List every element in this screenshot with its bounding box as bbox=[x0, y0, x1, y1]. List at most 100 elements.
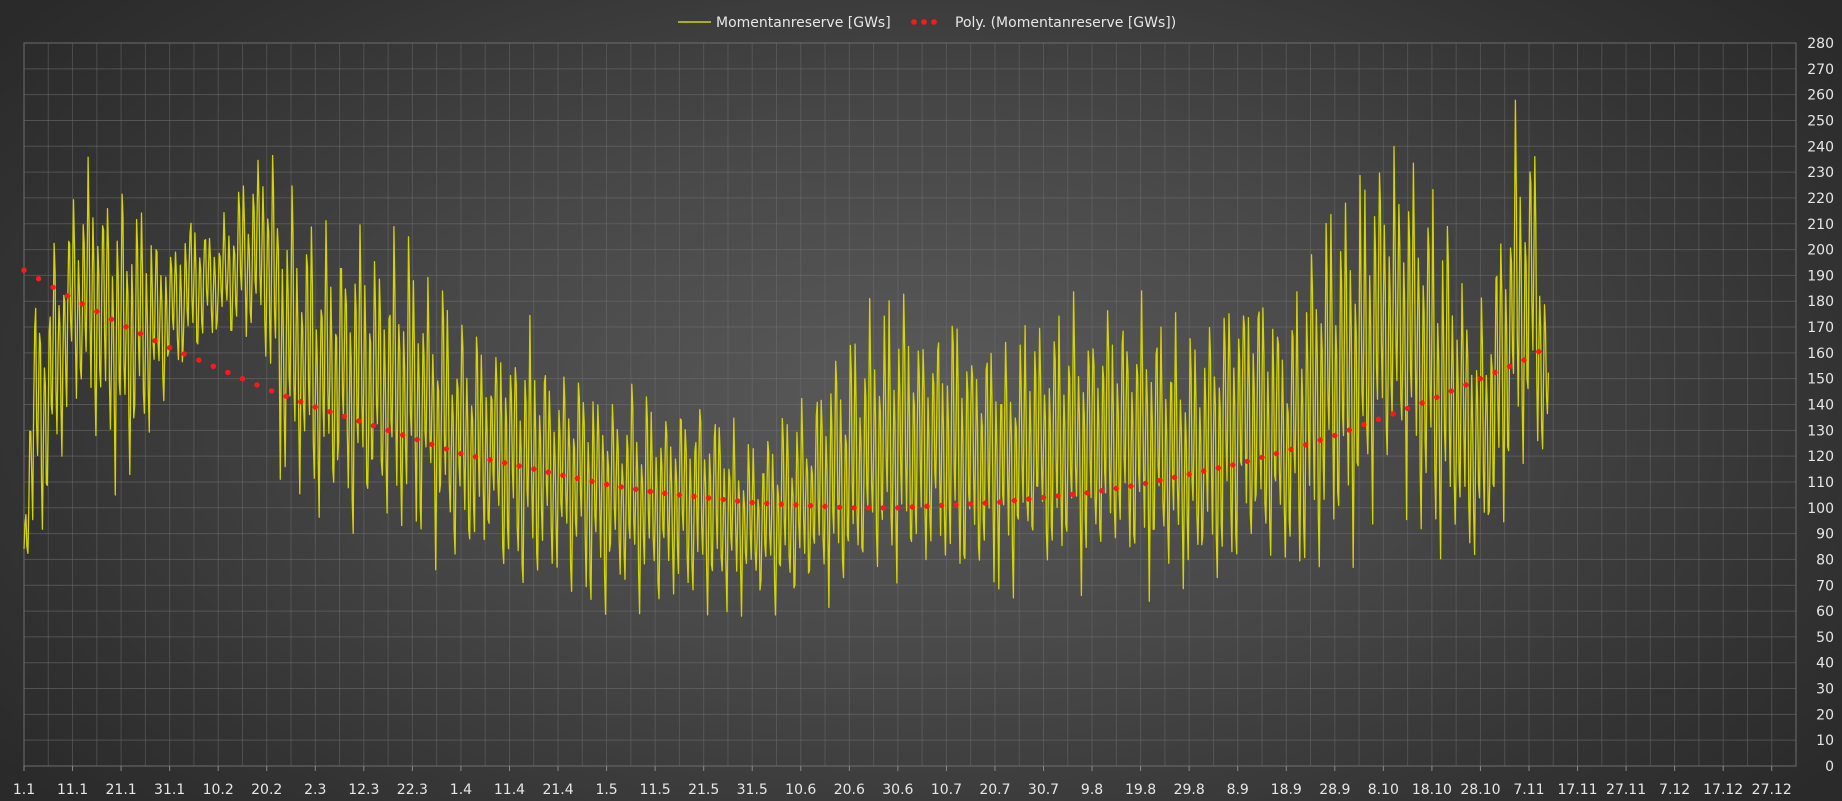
y-tick-label: 100 bbox=[1807, 501, 1834, 517]
trendline-point bbox=[633, 486, 639, 492]
x-tick-label: 27.12 bbox=[1752, 782, 1792, 798]
trendline-point bbox=[531, 466, 537, 472]
y-tick-label: 220 bbox=[1807, 191, 1834, 207]
trendline-point bbox=[764, 500, 770, 507]
y-tick-label: 250 bbox=[1807, 113, 1834, 129]
trendline-point bbox=[254, 382, 260, 388]
x-tick-label: 18.9 bbox=[1271, 782, 1302, 798]
trendline-point bbox=[1142, 480, 1149, 487]
x-tick-label: 11.4 bbox=[494, 782, 525, 798]
trendline-point bbox=[166, 345, 173, 351]
x-tick-label: 21.1 bbox=[106, 782, 137, 798]
y-tick-label: 240 bbox=[1807, 139, 1834, 155]
trendline-point bbox=[778, 501, 784, 507]
trendline-point bbox=[268, 388, 275, 394]
x-tick-label: 31.1 bbox=[154, 782, 185, 798]
x-tick-label: 21.5 bbox=[688, 782, 719, 798]
x-tick-label: 1.4 bbox=[450, 782, 472, 798]
x-tick-label: 21.4 bbox=[542, 782, 573, 798]
trendline-point bbox=[938, 502, 945, 509]
trendline-point bbox=[603, 481, 610, 488]
trendline-point bbox=[909, 504, 916, 510]
trendline-point bbox=[1448, 388, 1455, 394]
trendline-point bbox=[574, 475, 581, 481]
y-tick-label: 70 bbox=[1816, 578, 1834, 594]
trendline-point bbox=[210, 363, 216, 369]
y-tick-label: 150 bbox=[1807, 372, 1834, 388]
series-line-momentanreserve bbox=[23, 99, 1550, 617]
trendline-point bbox=[152, 338, 158, 344]
x-tick-label: 28.10 bbox=[1460, 782, 1500, 798]
trendline-point bbox=[560, 472, 566, 478]
x-tick-label: 10.6 bbox=[785, 782, 816, 798]
x-tick-label: 28.9 bbox=[1319, 782, 1350, 798]
trendline-point bbox=[1375, 416, 1382, 422]
trendline-point bbox=[327, 409, 333, 415]
y-tick-label: 60 bbox=[1816, 604, 1834, 620]
trendline-point bbox=[1477, 376, 1484, 382]
y-tick-label: 280 bbox=[1807, 36, 1834, 52]
x-tick-label: 8.9 bbox=[1227, 782, 1249, 798]
x-tick-label: 30.7 bbox=[1028, 782, 1059, 798]
trendline-point bbox=[1463, 382, 1469, 388]
trendline-point bbox=[341, 413, 348, 420]
trendline-point bbox=[50, 284, 56, 290]
x-tick-label: 27.11 bbox=[1606, 782, 1646, 798]
y-tick-label: 130 bbox=[1807, 423, 1834, 439]
trendline-point bbox=[997, 499, 1003, 505]
x-tick-label: 8.10 bbox=[1368, 782, 1399, 798]
x-tick-label: 22.3 bbox=[397, 782, 428, 798]
y-tick-label: 170 bbox=[1807, 320, 1834, 336]
trendline-point bbox=[312, 404, 318, 410]
trendline-point bbox=[181, 351, 187, 357]
trendline-point bbox=[123, 324, 129, 330]
trendline-point bbox=[1069, 491, 1076, 498]
trendline-point bbox=[1259, 454, 1265, 461]
y-tick-label: 20 bbox=[1816, 707, 1834, 723]
y-tick-label: 30 bbox=[1816, 682, 1834, 698]
y-tick-label: 80 bbox=[1816, 552, 1834, 568]
trendline-point bbox=[662, 490, 668, 496]
trendline-point bbox=[516, 463, 522, 469]
x-tick-label: 1.1 bbox=[13, 782, 35, 798]
x-tick-label: 2.3 bbox=[304, 782, 326, 798]
trendline-point bbox=[429, 441, 435, 447]
trendline-point bbox=[968, 501, 974, 507]
trendline-point bbox=[836, 504, 843, 510]
x-tick-label: 12.3 bbox=[348, 782, 379, 798]
x-tick-label: 17.12 bbox=[1703, 782, 1743, 798]
trendline-point bbox=[487, 457, 493, 463]
trendline-point bbox=[1273, 450, 1280, 457]
y-tick-label: 40 bbox=[1816, 656, 1834, 672]
trendline-point bbox=[21, 267, 27, 273]
trendline-point bbox=[1040, 494, 1047, 501]
trendline-point bbox=[822, 503, 828, 510]
trendline-point bbox=[370, 423, 377, 429]
x-tick-label: 20.2 bbox=[251, 782, 282, 798]
y-tick-label: 210 bbox=[1807, 217, 1834, 233]
x-tick-label: 18.10 bbox=[1412, 782, 1452, 798]
trendline-point bbox=[1171, 474, 1178, 480]
trendline-point bbox=[676, 492, 683, 498]
trendline-point bbox=[1521, 357, 1527, 363]
trendline-point bbox=[1346, 427, 1353, 433]
trendline-point bbox=[1055, 493, 1061, 499]
legend-dot-swatch bbox=[931, 19, 937, 25]
trendline-point bbox=[1492, 369, 1498, 376]
trendline-point bbox=[851, 505, 857, 511]
x-tick-label: 1.5 bbox=[595, 782, 617, 798]
y-tick-label: 120 bbox=[1807, 449, 1834, 465]
trendline-point bbox=[414, 436, 420, 443]
trendline-point bbox=[1157, 477, 1163, 484]
trendline-point bbox=[749, 499, 755, 506]
trendline-point bbox=[1113, 485, 1120, 492]
x-tick-label: 30.6 bbox=[882, 782, 913, 798]
trendline-point bbox=[1361, 421, 1367, 428]
trendline-point bbox=[1215, 465, 1222, 471]
y-tick-label: 10 bbox=[1816, 733, 1834, 749]
y-tick-label: 230 bbox=[1807, 165, 1834, 181]
trendline-point bbox=[1317, 437, 1323, 443]
x-tick-label: 20.7 bbox=[979, 782, 1010, 798]
